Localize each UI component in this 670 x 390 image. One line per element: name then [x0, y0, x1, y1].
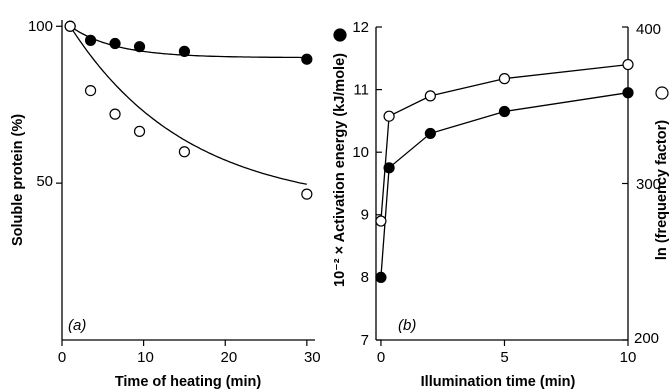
chart-b-right-tick-label: 200: [634, 330, 659, 347]
chart-b-left-tick-label: 8: [361, 269, 369, 286]
chart-b-point-filled: [375, 271, 387, 283]
chart-b-point-open: [498, 73, 511, 85]
chart-a-point-open: [301, 188, 313, 200]
chart-b-left-tick-label: 7: [361, 332, 369, 349]
chart-a-point-open: [64, 20, 76, 32]
chart-b-left-tick-label: 12: [352, 19, 369, 36]
chart-a-points: [64, 20, 313, 200]
chart-b-x-tick-label: 0: [377, 349, 385, 366]
chart-b-x-axis-title: Illumination time (min): [421, 374, 576, 390]
chart-b-point-open: [375, 215, 387, 227]
chart-a-y-axis-title: Soluble protein (%): [10, 114, 26, 246]
chart-b-x-tick-label: 10: [620, 349, 637, 366]
chart-a-y-tick-label: 100: [28, 18, 53, 35]
chart-b-point-filled: [498, 105, 511, 118]
chart-b-panel-label: (b): [398, 317, 416, 334]
chart-a-x-axis-title: Time of heating (min): [115, 374, 262, 390]
chart-b-x-tick-label: 5: [500, 349, 508, 366]
chart-b-left-ticks: [376, 26, 382, 341]
chart-a-point-open: [109, 108, 121, 120]
chart-a-fit-curve: [69, 25, 307, 185]
chart-b-left-tick-label: 9: [361, 207, 369, 224]
chart-b-left-axis-marker: [333, 28, 347, 42]
chart-b-right-axis-title: ln (frequency factor): [654, 120, 670, 260]
chart-a-point-open: [178, 146, 191, 158]
chart-b-series-lines: [380, 63, 629, 278]
chart-b-point-filled: [424, 127, 436, 140]
chart-b-x-ticks: [380, 340, 629, 346]
chart-b-series-line: [380, 92, 629, 278]
chart-b-left-tick-label: 11: [353, 82, 369, 99]
chart-b-left-tick-label: 10: [352, 144, 369, 161]
chart-a-x-tick-label: 20: [221, 349, 238, 366]
chart-b: 0 5 10 7 8 9 10 11 12 200 300 400 Illumi…: [332, 19, 670, 390]
chart-b-point-filled: [383, 162, 395, 174]
chart-a-x-tick-label: 10: [137, 349, 154, 366]
chart-b-point-open: [622, 58, 634, 71]
chart-a-y-tick-label: 50: [36, 173, 53, 190]
chart-b-points: [375, 58, 634, 283]
chart-a-y-ticks: [56, 25, 62, 184]
chart-b-point-open: [424, 90, 436, 102]
chart-a-point-filled: [133, 41, 146, 53]
chart-b-right-tick-label: 400: [636, 21, 661, 38]
chart-a: 0 10 20 30 50 100 Time of heating (min) …: [10, 18, 321, 390]
chart-b-series-line: [380, 63, 629, 222]
chart-a-point-open: [84, 84, 97, 97]
chart-a-point-filled: [84, 34, 97, 46]
chart-b-right-tick-label: 300: [636, 176, 661, 193]
chart-a-x-tick-label: 0: [58, 349, 66, 366]
chart-a-point-filled: [109, 37, 121, 50]
chart-a-x-tick-label: 30: [304, 349, 321, 366]
chart-a-x-ticks: [61, 340, 308, 346]
chart-a-point-open: [133, 125, 146, 137]
chart-a-panel-label: (a): [68, 317, 86, 334]
chart-b-right-ticks: [622, 26, 628, 341]
chart-b-right-axis-marker: [655, 86, 669, 100]
chart-b-point-filled: [622, 87, 634, 99]
chart-b-point-open: [383, 110, 395, 122]
chart-a-point-filled: [178, 45, 191, 57]
chart-a-point-filled: [301, 53, 313, 65]
chart-b-left-axis-title: 10⁻² × Activation energy (kJ/mole): [332, 53, 348, 287]
